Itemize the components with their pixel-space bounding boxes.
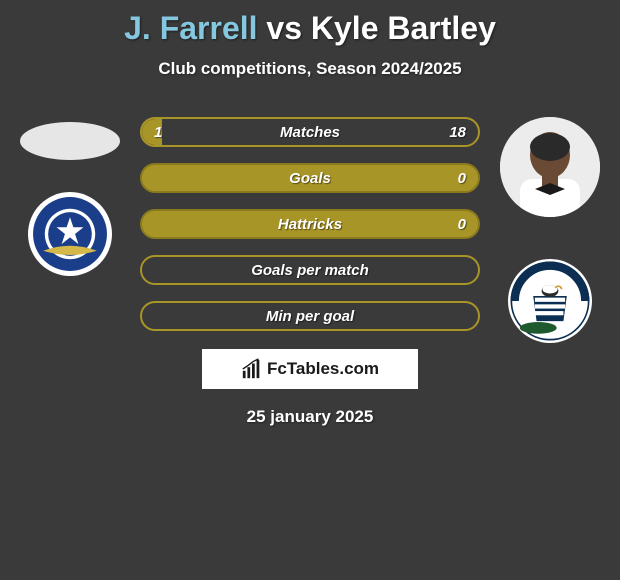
stat-label: Goals per match (251, 262, 369, 279)
portsmouth-badge-icon (28, 192, 112, 276)
brand-text: FcTables.com (267, 359, 379, 379)
right-player-column: ALBION (490, 117, 610, 343)
subtitle: Club competitions, Season 2024/2025 (0, 59, 620, 79)
stat-value-right: 0 (458, 216, 466, 233)
player2-name: Kyle Bartley (311, 10, 496, 46)
left-player-column (10, 117, 130, 276)
brand-badge: FcTables.com (202, 349, 418, 389)
player2-club-badge: ALBION (508, 259, 592, 343)
chart-icon (241, 358, 263, 380)
snapshot-date: 25 january 2025 (0, 407, 620, 427)
stat-bar: 1 Matches 18 (140, 117, 480, 147)
stat-label: Matches (280, 124, 340, 141)
stat-bar: Min per goal (140, 301, 480, 331)
stat-bar: Goals 0 (140, 163, 480, 193)
vs-text: vs (266, 10, 302, 46)
stat-label: Hattricks (278, 216, 342, 233)
stat-value-left: 1 (154, 124, 162, 141)
stat-value-right: 0 (458, 170, 466, 187)
player1-avatar-placeholder (20, 122, 120, 160)
stat-bar: Hattricks 0 (140, 209, 480, 239)
stat-value-right: 18 (449, 124, 466, 141)
wba-badge-icon: ALBION (508, 259, 592, 343)
player1-club-badge (28, 192, 112, 276)
comparison-title: J. Farrell vs Kyle Bartley (0, 0, 620, 47)
stat-bar: Goals per match (140, 255, 480, 285)
stat-label: Min per goal (266, 308, 354, 325)
comparison-content: ALBION 1 Matches 18 Goals 0 Hattricks 0 Goals p… (0, 117, 620, 331)
stat-bars: 1 Matches 18 Goals 0 Hattricks 0 Goals per matc… (140, 117, 480, 331)
svg-text:ALBION: ALBION (540, 272, 560, 278)
player1-name: J. Farrell (124, 10, 257, 46)
player2-avatar (500, 117, 600, 217)
player-photo-icon (500, 117, 600, 217)
stat-label: Goals (289, 170, 331, 187)
